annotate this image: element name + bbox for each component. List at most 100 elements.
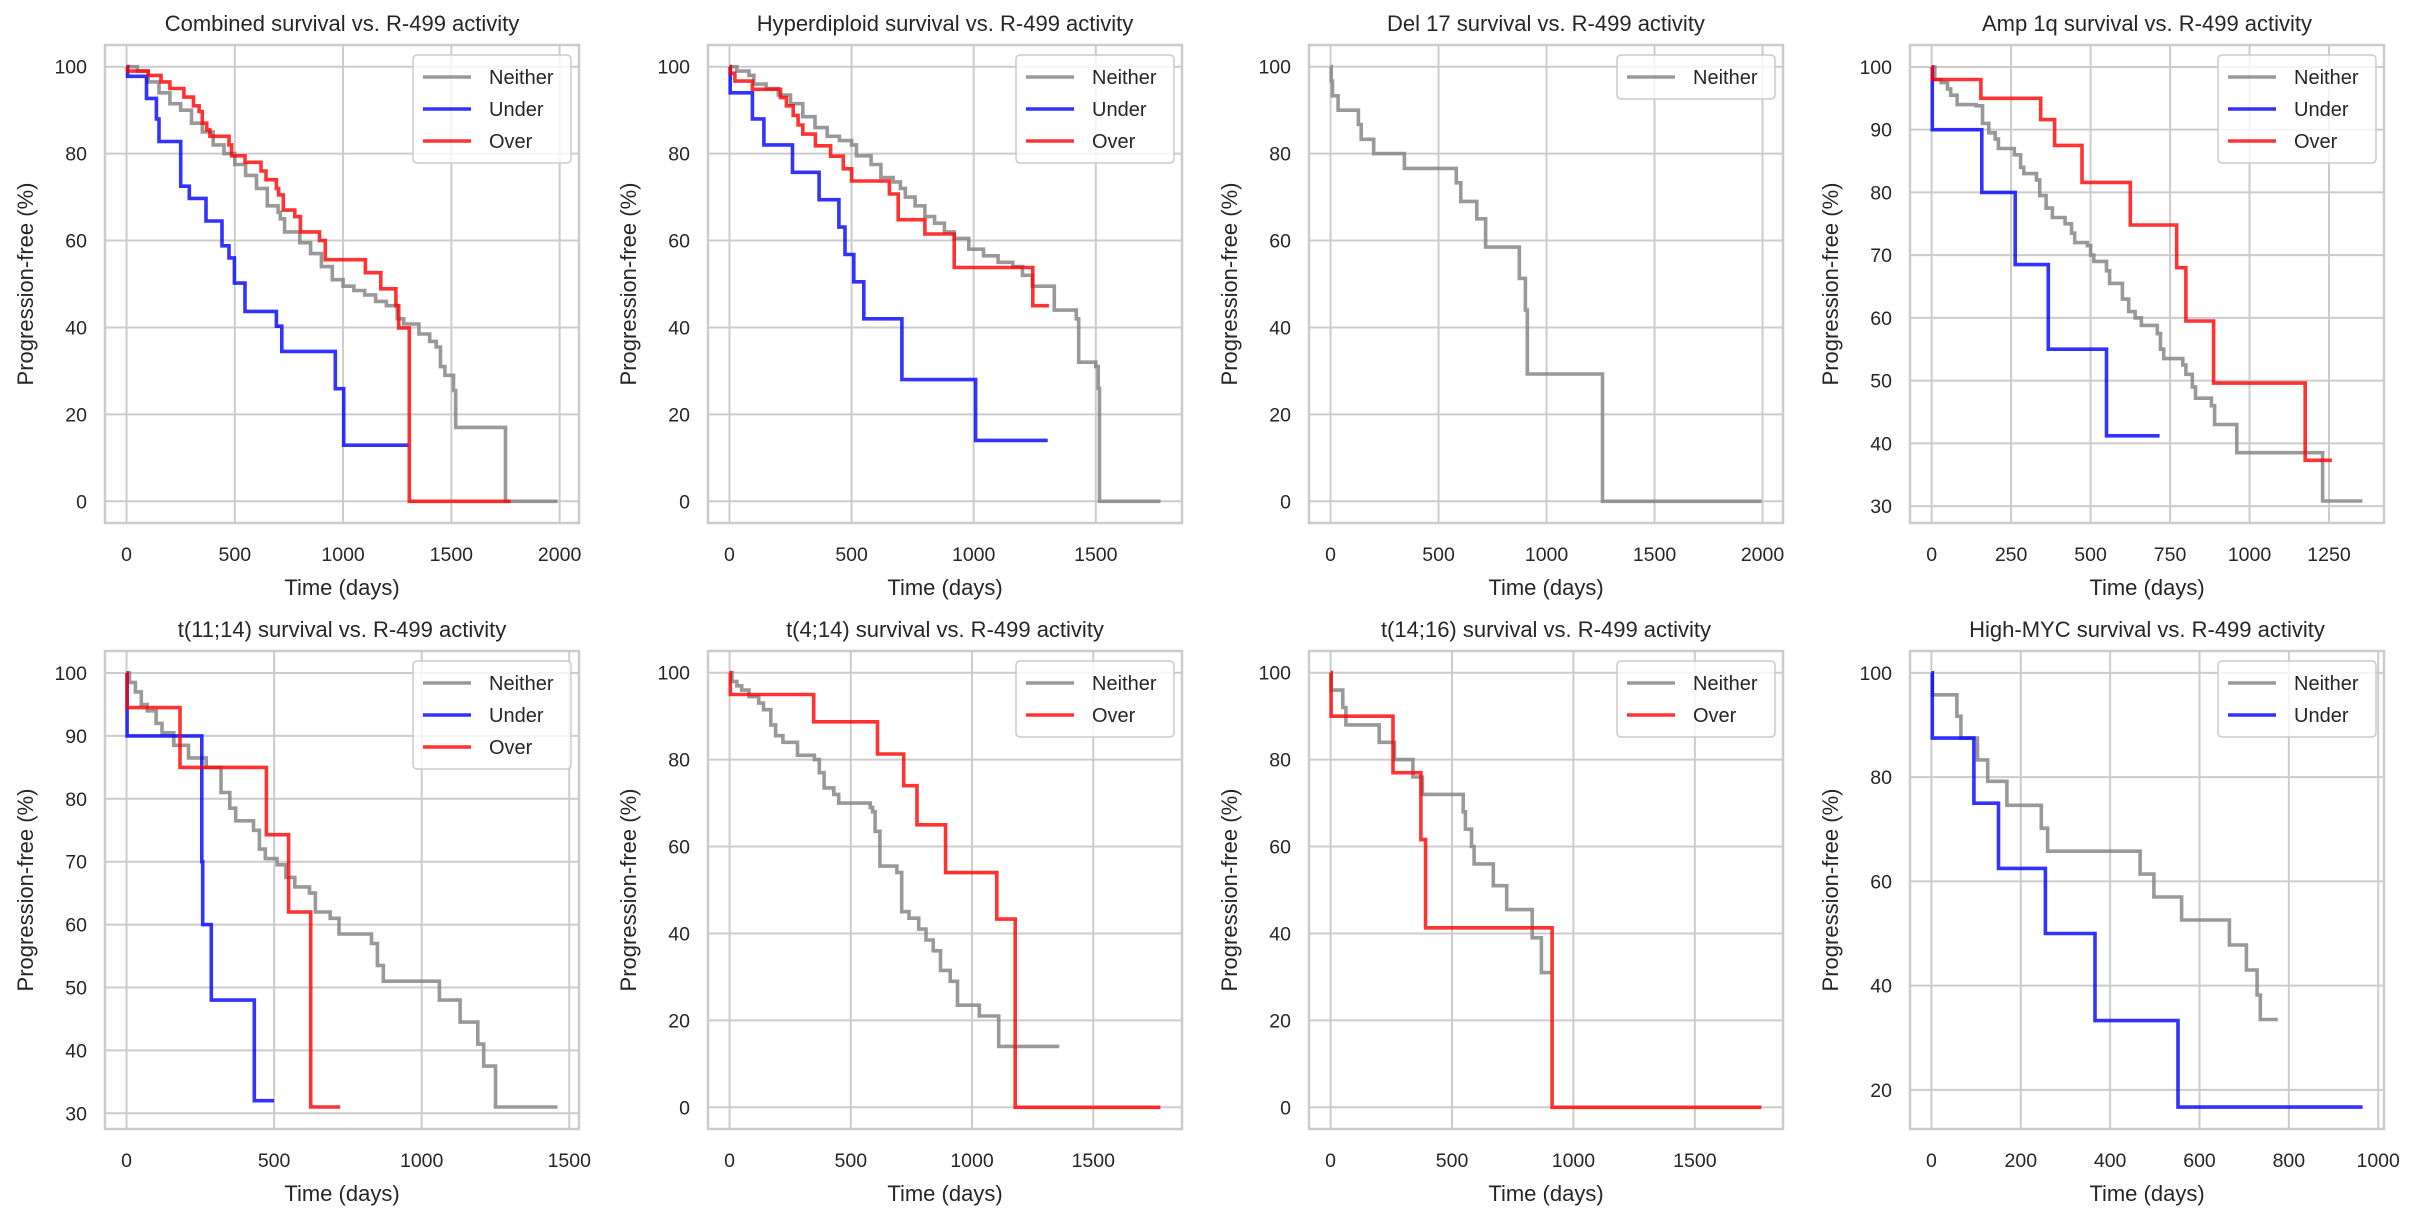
x-tick-label: 500 <box>258 1150 291 1172</box>
x-tick-label: 1500 <box>430 544 474 566</box>
y-tick-label: 60 <box>1870 871 1892 893</box>
x-tick-label: 2000 <box>538 544 582 566</box>
curves <box>1930 671 2363 1109</box>
chart-title: t(14;16) survival vs. R-499 activity <box>1381 617 1711 642</box>
legend-label-neither: Neither <box>2294 67 2359 89</box>
y-tick-label: 60 <box>65 915 87 937</box>
legend-label-over: Over <box>1092 705 1136 727</box>
x-tick-label: 250 <box>1995 544 2028 566</box>
x-tick-label: 500 <box>835 544 868 566</box>
x-tick-label: 0 <box>1325 1150 1336 1172</box>
legend: Neither <box>1616 54 1776 100</box>
y-tick-label: 100 <box>54 663 87 685</box>
y-tick-label: 20 <box>668 404 690 426</box>
legend: Neither Under Over <box>1015 54 1175 164</box>
x-tick-label: 500 <box>835 1150 868 1172</box>
x-axis-label: Time (days) <box>1488 575 1603 600</box>
legend-label-over: Over <box>1693 705 1737 727</box>
x-tick-label: 1500 <box>1072 1150 1116 1172</box>
y-tick-label: 60 <box>1269 231 1291 253</box>
legend-box <box>1616 660 1776 738</box>
x-axis-label: Time (days) <box>887 1181 1002 1206</box>
series-neither-line <box>729 670 1060 1049</box>
y-tick-label: 80 <box>1269 750 1291 772</box>
y-tick-label: 40 <box>65 317 87 339</box>
y-tick-label: 20 <box>668 1010 690 1032</box>
series-neither-line <box>1329 670 1551 975</box>
series-neither-line <box>1931 65 2363 503</box>
y-tick-label: 80 <box>668 144 690 166</box>
curves <box>1329 670 1762 1110</box>
legend-label-over: Over <box>1092 131 1136 153</box>
series-neither-line <box>729 64 1161 504</box>
legend-label-under: Under <box>2294 705 2349 727</box>
subplot-3: 0 500 1000 1500 2000 0 20 40 60 80 100 Del 17 survi… <box>1217 11 1784 600</box>
subplot-7: 0 500 1000 1500 0 20 40 60 80 100 t(14;16) surviva… <box>1217 617 1785 1206</box>
axes-frame <box>103 649 581 1131</box>
curves <box>1930 65 2363 503</box>
y-tick-label: 40 <box>1269 923 1291 945</box>
y-tick-label: 90 <box>1870 120 1892 142</box>
curves <box>125 64 558 504</box>
legend-label-under: Under <box>489 705 544 727</box>
y-axis-label: Progression-free (%) <box>13 789 38 992</box>
axes-frame <box>1908 649 2386 1131</box>
y-tick-label: 40 <box>1269 317 1291 339</box>
y-tick-label: 80 <box>668 750 690 772</box>
series-neither-line <box>1329 64 1762 504</box>
x-tick-label: 1000 <box>1525 544 1569 566</box>
legend-box <box>1015 54 1175 164</box>
legend: Neither Over <box>1015 660 1175 738</box>
legend-label-under: Under <box>489 99 544 121</box>
y-axis-label: Progression-free (%) <box>1217 183 1242 386</box>
chart-title: t(11;14) survival vs. R-499 activity <box>178 617 506 642</box>
x-axis-label: Time (days) <box>284 575 399 600</box>
x-tick-label: 500 <box>2074 544 2107 566</box>
series-over-line <box>1930 65 2332 463</box>
series-neither-line <box>126 64 558 504</box>
y-axis-label: Progression-free (%) <box>1217 789 1242 992</box>
axes-frame <box>1908 43 2386 525</box>
y-tick-label: 80 <box>1870 767 1892 789</box>
y-tick-label: 0 <box>679 1097 690 1119</box>
legend-label-neither: Neither <box>2294 673 2359 695</box>
series-neither-line <box>1930 671 2278 1022</box>
x-tick-label: 1250 <box>2307 544 2351 566</box>
y-tick-label: 0 <box>76 491 87 513</box>
x-tick-label: 500 <box>219 544 252 566</box>
series-neither-line <box>126 671 558 1109</box>
axes-frame <box>706 649 1184 1131</box>
gridlines <box>1309 651 1783 1129</box>
y-tick-label: 40 <box>1870 433 1892 455</box>
legend-label-under: Under <box>1092 99 1147 121</box>
y-tick-label: 100 <box>1859 663 1892 685</box>
y-axis-label: Progression-free (%) <box>1818 183 1843 386</box>
x-tick-label: 0 <box>1926 1150 1937 1172</box>
x-tick-label: 0 <box>724 1150 735 1172</box>
y-tick-label: 70 <box>1870 245 1892 267</box>
legend-label-over: Over <box>489 131 533 153</box>
y-tick-label: 100 <box>1258 57 1291 79</box>
series-under-line <box>125 671 275 1103</box>
y-tick-label: 40 <box>1870 976 1892 998</box>
axes-frame <box>706 43 1184 525</box>
x-axis-label: Time (days) <box>2089 575 2204 600</box>
x-tick-label: 1000 <box>950 1150 994 1172</box>
series-under-line <box>728 64 1048 443</box>
chart-title: Combined survival vs. R-499 activity <box>165 11 520 36</box>
x-tick-label: 1000 <box>1552 1150 1596 1172</box>
series-over-line <box>728 64 1049 308</box>
x-tick-label: 500 <box>1422 544 1455 566</box>
x-tick-label: 0 <box>1325 544 1336 566</box>
y-tick-label: 80 <box>65 789 87 811</box>
x-axis-label: Time (days) <box>284 1181 399 1206</box>
subplot-1: 0 500 1000 1500 2000 0 20 40 60 80 100 Combined sur… <box>13 11 581 600</box>
axes-frame <box>1307 649 1785 1131</box>
series-over-line <box>1329 670 1762 1110</box>
y-tick-label: 100 <box>657 663 690 685</box>
y-tick-label: 90 <box>65 726 87 748</box>
y-tick-label: 20 <box>65 404 87 426</box>
curves <box>125 671 558 1109</box>
y-tick-label: 50 <box>1870 371 1892 393</box>
chart-title: Amp 1q survival vs. R-499 activity <box>1982 11 2312 36</box>
